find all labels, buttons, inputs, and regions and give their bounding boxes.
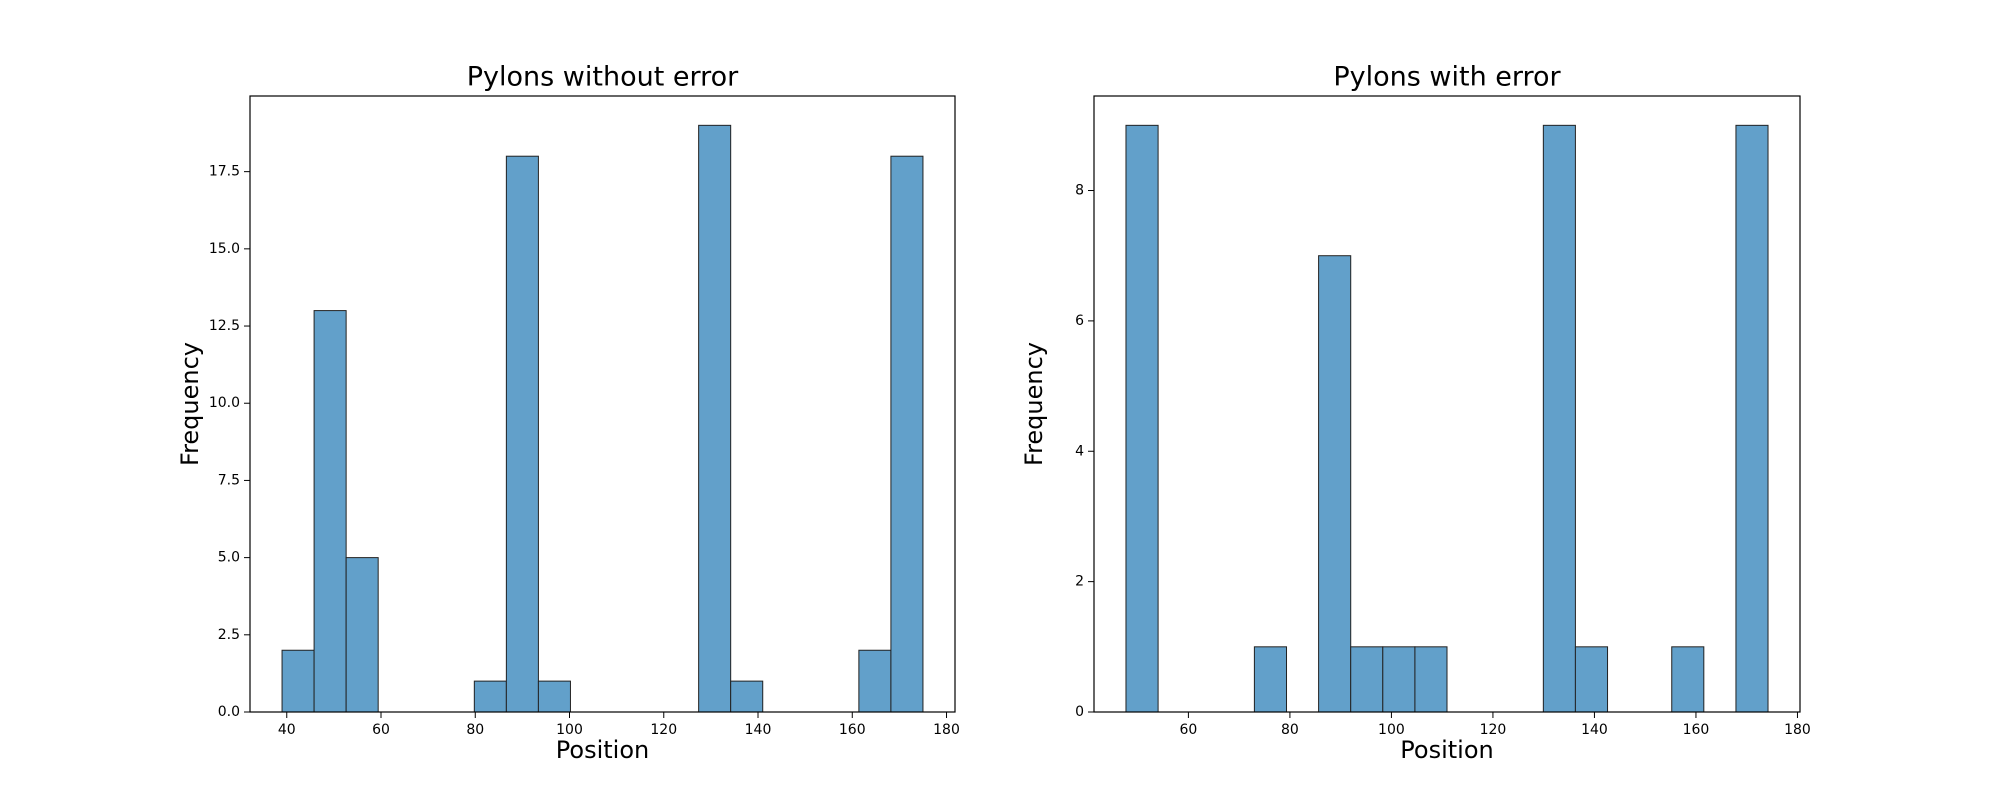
y-tick-label: 0.0	[218, 704, 240, 720]
bar	[473, 680, 507, 713]
bar	[730, 680, 764, 713]
x-axis-label: Position	[1400, 736, 1493, 764]
bar	[1350, 646, 1384, 713]
x-tick-label: 80	[1281, 722, 1299, 738]
bar	[537, 680, 571, 713]
bar	[1542, 124, 1576, 713]
x-tick-label: 120	[1480, 722, 1507, 738]
bar	[281, 649, 315, 713]
y-tick-label: 6	[1075, 313, 1084, 329]
x-tick-label: 140	[1581, 722, 1608, 738]
x-tick-label: 180	[1784, 722, 1811, 738]
bar	[345, 557, 379, 713]
bar	[858, 649, 892, 713]
bar	[1735, 124, 1769, 713]
y-axis-label: Frequency	[176, 342, 204, 466]
chart-title: Pylons without error	[467, 62, 739, 93]
bar	[1318, 255, 1352, 713]
x-tick-label: 60	[372, 722, 390, 738]
axes-frame	[249, 95, 956, 713]
bar	[505, 155, 539, 713]
y-tick-label: 8	[1075, 183, 1084, 199]
x-tick-label: 160	[1683, 722, 1710, 738]
x-tick-label: 40	[278, 722, 296, 738]
bar	[1574, 646, 1609, 713]
y-tick-label: 7.5	[218, 472, 240, 488]
y-tick-label: 2	[1075, 574, 1084, 590]
y-tick-label: 17.5	[209, 164, 240, 180]
x-tick-label: 160	[839, 722, 866, 738]
bar	[1671, 646, 1705, 713]
x-tick-label: 140	[745, 722, 772, 738]
y-tick-label: 15.0	[209, 241, 240, 257]
x-axis-label: Position	[556, 736, 649, 764]
y-tick-label: 10.0	[209, 395, 240, 411]
bar	[1382, 646, 1416, 713]
axes-frame	[1093, 95, 1801, 713]
bar	[313, 310, 347, 713]
x-tick-label: 120	[650, 722, 677, 738]
y-tick-label: 2.5	[218, 627, 240, 643]
bar	[890, 155, 924, 713]
y-tick-label: 4	[1075, 443, 1084, 459]
y-tick-label: 12.5	[209, 318, 240, 334]
y-axis-label: Frequency	[1020, 342, 1048, 466]
bar	[1414, 646, 1448, 713]
chart-title: Pylons with error	[1333, 62, 1561, 93]
bar	[698, 124, 732, 713]
x-tick-label: 80	[466, 722, 484, 738]
bar	[1253, 646, 1288, 713]
y-tick-label: 5.0	[218, 550, 240, 566]
x-tick-label: 180	[933, 722, 960, 738]
bar	[1125, 124, 1159, 713]
x-tick-label: 100	[1378, 722, 1405, 738]
y-tick-label: 0	[1075, 704, 1084, 720]
x-tick-label: 60	[1179, 722, 1197, 738]
x-tick-label: 100	[556, 722, 583, 738]
